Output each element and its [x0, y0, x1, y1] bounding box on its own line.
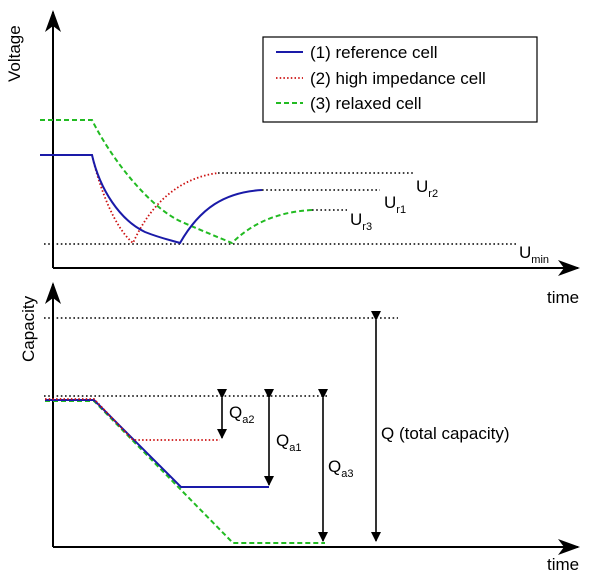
capacity-time-label: time [547, 555, 579, 573]
voltage-axis-label: Voltage [5, 25, 24, 82]
reference-cell-voltage-curve [40, 154, 263, 245]
legend-label-relaxed: (3) relaxed cell [310, 94, 422, 113]
ur1-label: Ur1 [384, 193, 406, 216]
qa2-label: Qa2 [229, 403, 254, 426]
capacity-axis-label: Capacity [19, 295, 38, 362]
voltage-plot: Voltage time (1) reference cell (2) high… [5, 10, 580, 307]
relaxed-cell-voltage-curve [40, 119, 313, 245]
high-impedance-cell-voltage-curve [40, 154, 219, 245]
capacity-plot: Capacity time Qa2 Qa1 Qa3 Q (total capac… [19, 282, 580, 573]
umin-label: Umin [519, 243, 549, 266]
qa3-label: Qa3 [328, 457, 353, 480]
total-capacity-label: Q (total capacity) [381, 424, 510, 443]
legend-box [262, 36, 538, 123]
voltage-time-label: time [547, 288, 579, 307]
ur3-label: Ur3 [350, 210, 372, 233]
high-impedance-cell-capacity-curve [45, 398, 220, 441]
qa1-label: Qa1 [276, 431, 301, 454]
legend-label-high-impedance: (2) high impedance cell [310, 69, 486, 88]
legend: (1) reference cell (2) high impedance ce… [262, 36, 538, 123]
reference-cell-capacity-curve [45, 399, 269, 488]
relaxed-cell-capacity-curve [45, 400, 325, 544]
legend-label-reference: (1) reference cell [310, 43, 438, 62]
ur2-label: Ur2 [416, 177, 438, 200]
